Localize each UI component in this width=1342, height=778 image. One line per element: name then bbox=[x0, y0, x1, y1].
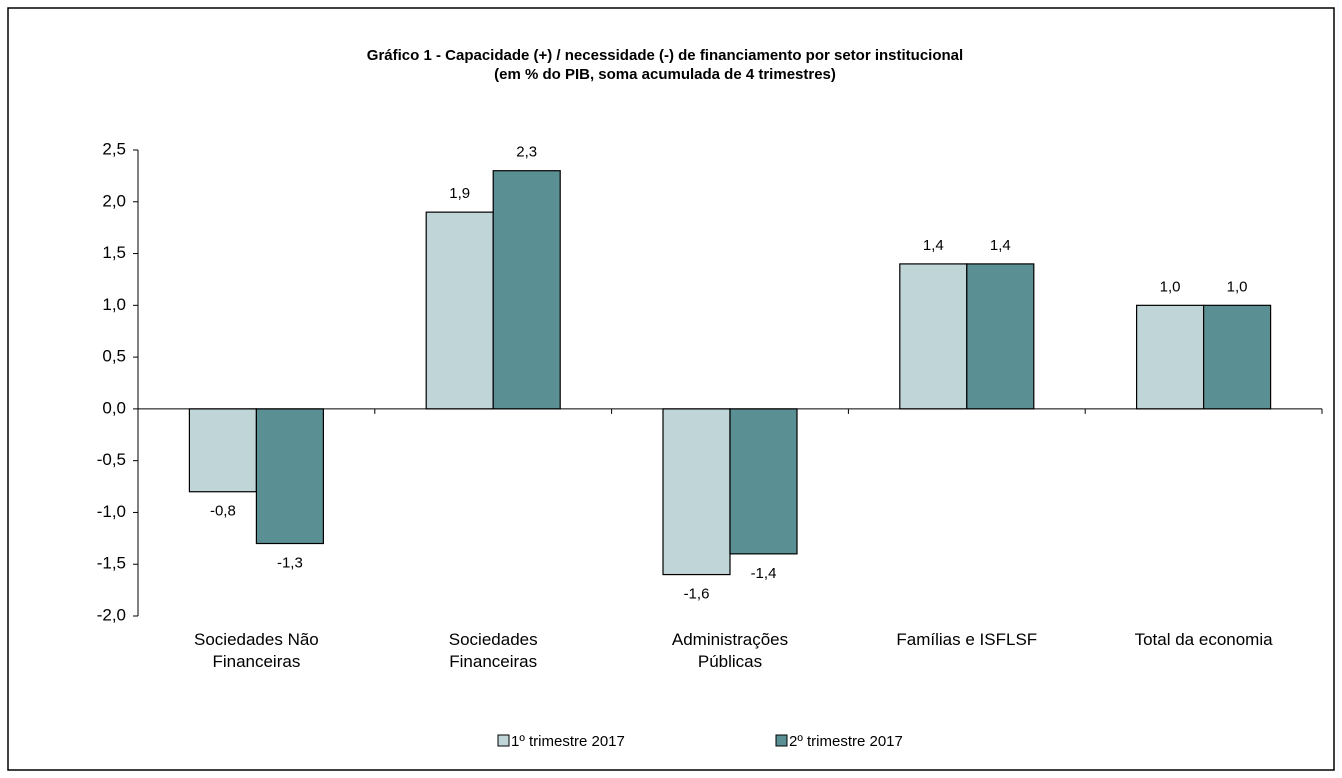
value-label: -0,8 bbox=[210, 503, 236, 520]
y-tick-label: -1,0 bbox=[97, 502, 126, 521]
value-label: -1,4 bbox=[751, 565, 777, 582]
y-tick-label: -1,5 bbox=[97, 554, 126, 573]
bar bbox=[492, 170, 561, 410]
bar bbox=[899, 263, 968, 410]
y-tick-label: 0,0 bbox=[102, 398, 126, 417]
x-tick-label: Famílias e ISFLSF bbox=[896, 630, 1038, 649]
value-label: -1,6 bbox=[684, 586, 710, 603]
bar bbox=[966, 263, 1035, 410]
bar bbox=[662, 408, 731, 576]
y-tick-label: 2,0 bbox=[102, 191, 126, 210]
y-tick-label: 1,0 bbox=[102, 295, 126, 314]
legend-label: 1º trimestre 2017 bbox=[511, 733, 625, 750]
bar bbox=[729, 408, 798, 555]
chart-subtitle: (em % do PIB, soma acumulada de 4 trimes… bbox=[494, 66, 836, 83]
chart-title: Gráfico 1 - Capacidade (+) / necessidade… bbox=[367, 47, 963, 64]
value-label: 1,0 bbox=[1227, 278, 1248, 295]
y-tick-label: 2,5 bbox=[102, 139, 126, 158]
value-label: -1,3 bbox=[277, 554, 303, 571]
chart-border bbox=[7, 7, 1335, 771]
value-label: 1,4 bbox=[990, 237, 1011, 254]
x-tick-label: Total da economia bbox=[1134, 630, 1273, 649]
bar bbox=[425, 211, 494, 410]
x-tick-label: Sociedades Financeiras bbox=[448, 630, 538, 671]
legend-swatch bbox=[775, 734, 788, 747]
y-tick-label: 1,5 bbox=[102, 243, 126, 262]
x-tick-label: Administrações Públicas bbox=[671, 630, 789, 671]
value-label: 1,9 bbox=[449, 185, 470, 202]
bar bbox=[188, 408, 257, 493]
y-tick-label: -2,0 bbox=[97, 605, 126, 624]
legend-label: 2º trimestre 2017 bbox=[789, 733, 903, 750]
value-label: 2,3 bbox=[516, 144, 537, 161]
bar bbox=[255, 408, 324, 545]
bar bbox=[1202, 304, 1272, 410]
bar bbox=[1135, 304, 1205, 410]
y-tick-label: -0,5 bbox=[97, 450, 126, 469]
y-tick-label: 0,5 bbox=[102, 347, 126, 366]
legend-swatch bbox=[497, 734, 510, 747]
x-tick-label: Sociedades Não Financeiras bbox=[194, 630, 319, 671]
value-label: 1,4 bbox=[923, 237, 944, 254]
value-label: 1,0 bbox=[1160, 278, 1181, 295]
